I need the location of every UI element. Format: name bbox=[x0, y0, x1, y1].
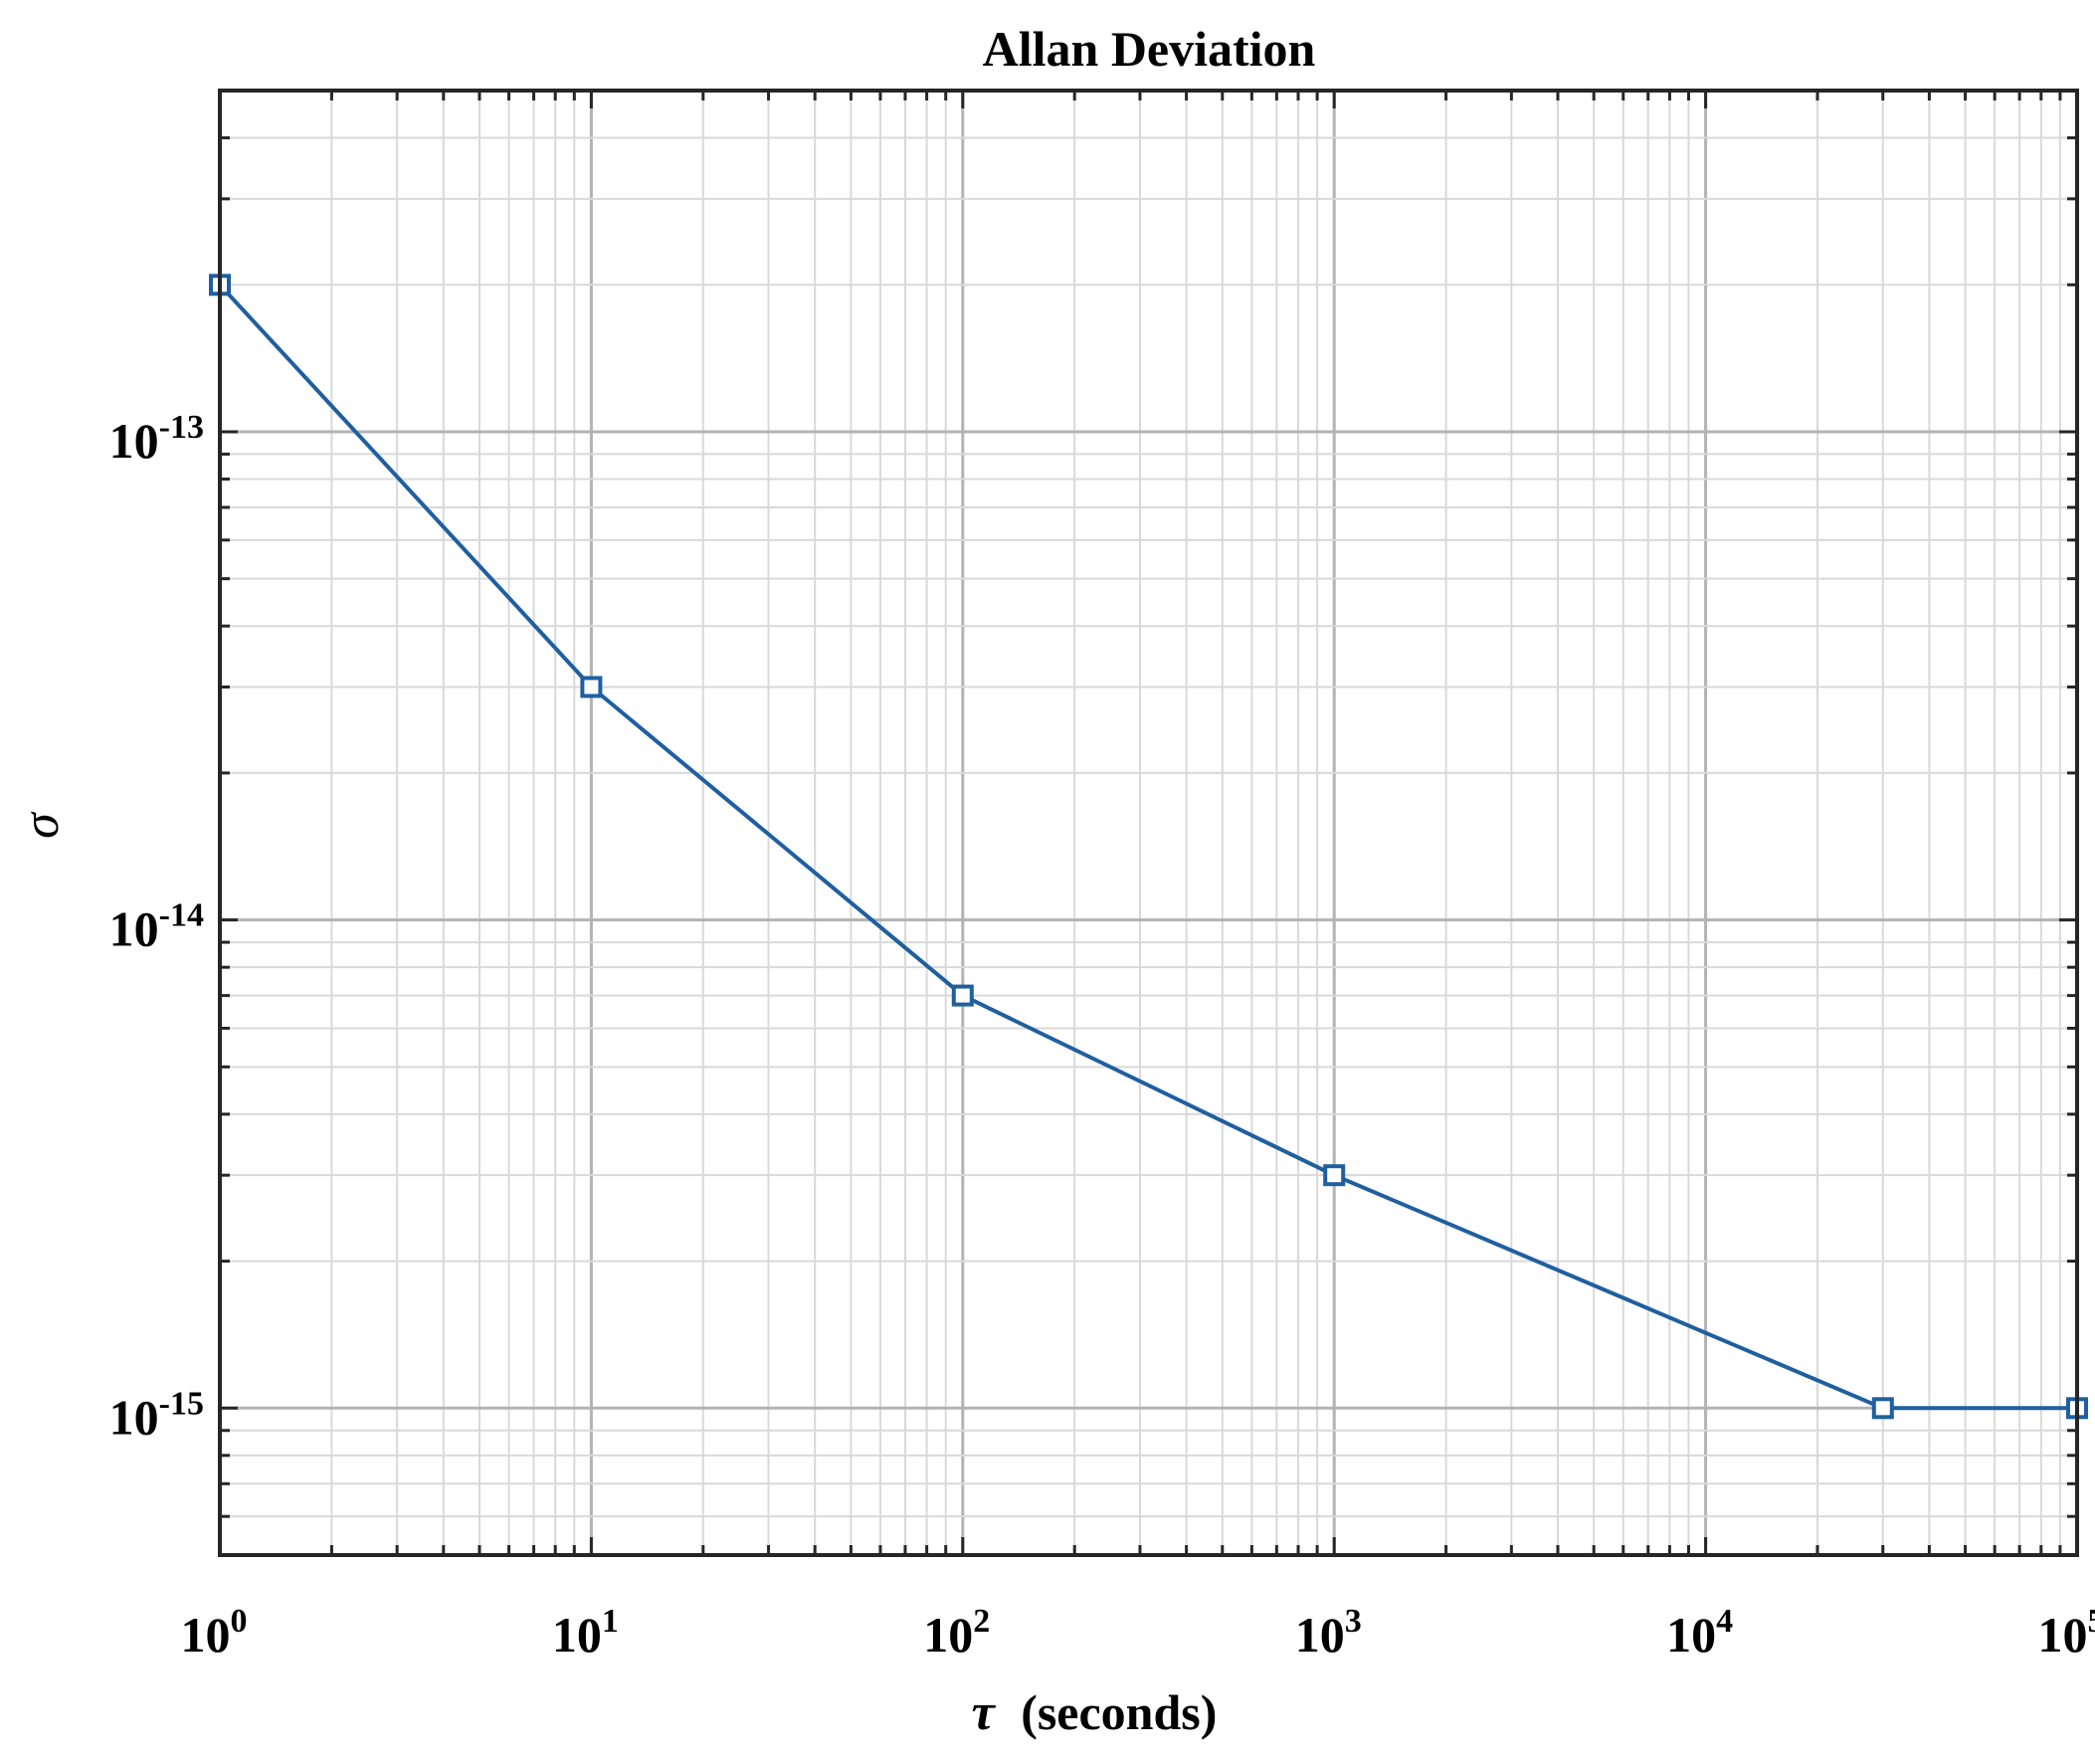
data-point-marker bbox=[1871, 1397, 1894, 1420]
x-tick-label: 102 bbox=[923, 1603, 990, 1663]
x-tick-label-base: 10 bbox=[923, 1607, 973, 1663]
svg-text:τ (seconds): τ (seconds) bbox=[972, 1684, 1218, 1741]
x-tick-label-base: 10 bbox=[552, 1607, 602, 1663]
y-tick-label-exponent: -13 bbox=[159, 409, 204, 446]
x-tick-label-exponent: 0 bbox=[231, 1603, 248, 1640]
x-axis-label: (seconds) bbox=[1021, 1684, 1217, 1740]
x-axis-title: τ (seconds) bbox=[972, 1684, 1218, 1741]
x-tick-label-base: 10 bbox=[1666, 1607, 1716, 1663]
x-tick-label: 101 bbox=[552, 1603, 619, 1663]
y-tick-label: 10-13 bbox=[109, 409, 204, 469]
y-tick-label-exponent: -14 bbox=[159, 897, 204, 934]
grid bbox=[218, 90, 2079, 1556]
data-point-marker bbox=[580, 676, 603, 698]
x-tick-label-exponent: 1 bbox=[602, 1603, 619, 1640]
x-tick-label: 103 bbox=[1295, 1603, 1362, 1663]
axis-ticks bbox=[218, 89, 2079, 1557]
x-tick-label-exponent: 3 bbox=[1345, 1603, 1362, 1640]
x-tick-label-base: 10 bbox=[2038, 1607, 2088, 1663]
x-tick-label-exponent: 5 bbox=[2088, 1603, 2095, 1640]
series-line bbox=[218, 283, 2077, 1411]
y-tick-label-exponent: -15 bbox=[159, 1385, 204, 1422]
y-tick-label-base: 10 bbox=[109, 1389, 159, 1445]
y-tick-label: 10-15 bbox=[109, 1385, 204, 1445]
data-point-marker bbox=[1323, 1164, 1346, 1187]
plot-frame bbox=[218, 89, 2079, 1557]
x-tick-label: 100 bbox=[181, 1603, 248, 1663]
x-tick-label: 105 bbox=[2038, 1603, 2095, 1663]
data-series bbox=[209, 274, 2088, 1420]
x-tick-label: 104 bbox=[1666, 1603, 1733, 1663]
x-tick-label-base: 10 bbox=[1295, 1607, 1345, 1663]
x-tick-label-exponent: 2 bbox=[973, 1603, 990, 1640]
data-point-marker bbox=[951, 984, 974, 1007]
y-axis-label: σ bbox=[13, 811, 70, 839]
y-tick-label: 10-14 bbox=[109, 897, 204, 957]
x-tick-label-base: 10 bbox=[181, 1607, 231, 1663]
chart-title: Allan Deviation bbox=[983, 21, 1316, 77]
x-axis-symbol: τ bbox=[972, 1684, 997, 1741]
y-tick-label-base: 10 bbox=[109, 413, 159, 469]
y-tick-label-base: 10 bbox=[109, 901, 159, 957]
x-tick-label-exponent: 4 bbox=[1716, 1603, 1733, 1640]
